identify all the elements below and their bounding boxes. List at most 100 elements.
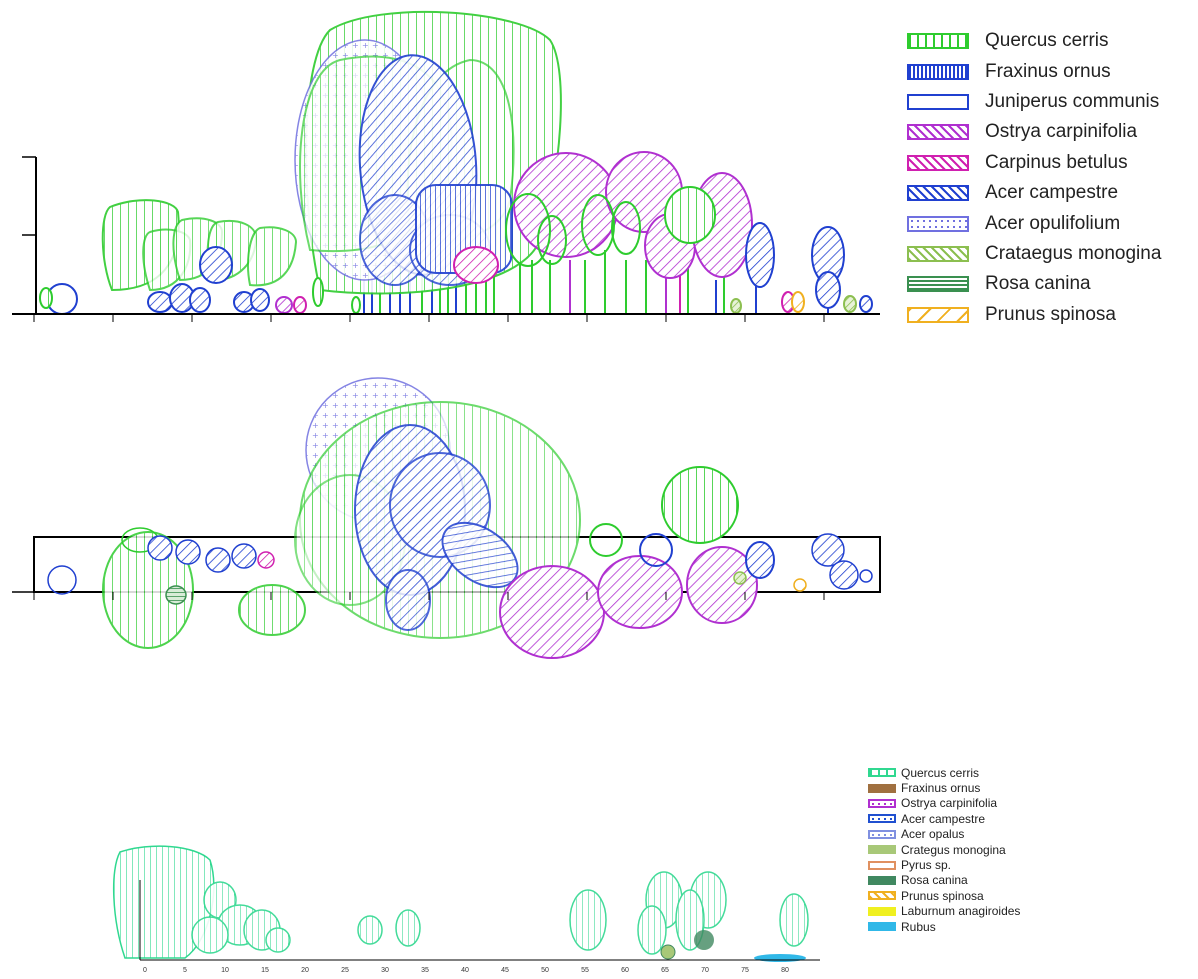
elevation-profile bbox=[12, 10, 880, 322]
legend-label: Carpinus betulus bbox=[985, 151, 1128, 173]
legend-swatch bbox=[868, 783, 896, 793]
x-tick-label: 80 bbox=[781, 967, 789, 974]
plan-view bbox=[12, 377, 881, 659]
legend-item: Rosa canina bbox=[868, 873, 1020, 888]
legend-label: Ostrya carpinifolia bbox=[985, 121, 1138, 143]
legend-item: Rosa canina bbox=[907, 269, 1161, 299]
legend-label: Quercus cerris bbox=[985, 30, 1109, 52]
legend-swatch bbox=[907, 215, 969, 232]
x-axis-ticks bbox=[33, 314, 825, 322]
legend-item: Carpinus betulus bbox=[907, 148, 1161, 178]
legend-label: Prunus spinosa bbox=[901, 888, 984, 903]
x-tick-label: 25 bbox=[341, 967, 349, 974]
legend-item: Quercus cerris bbox=[907, 26, 1161, 56]
legend-swatch bbox=[907, 124, 969, 141]
legend-swatch bbox=[907, 63, 969, 80]
x-tick-label: 0 bbox=[143, 967, 147, 974]
legend-swatch bbox=[907, 93, 969, 110]
legend-swatch bbox=[868, 860, 896, 870]
legend-swatch bbox=[868, 922, 896, 932]
legend-label: Crategus monogina bbox=[901, 842, 1006, 857]
crown-carpinus-betulus bbox=[453, 246, 499, 284]
legend-swatch bbox=[868, 829, 896, 839]
legend-item: Prunus spinosa bbox=[907, 300, 1161, 330]
crown-quercus-cerris bbox=[661, 466, 739, 544]
legend-swatch bbox=[868, 891, 896, 901]
legend-swatch bbox=[907, 245, 969, 262]
legend-item: Juniperus communis bbox=[907, 87, 1161, 117]
legend-label: Ostrya carpinifolia bbox=[901, 796, 998, 811]
crown-ostrya-carpinifolia bbox=[686, 546, 758, 624]
legend-swatch bbox=[868, 875, 896, 885]
x-tick-label: 60 bbox=[621, 967, 629, 974]
legend-label: Rubus bbox=[901, 919, 936, 934]
crown-acer-campestre bbox=[745, 222, 775, 288]
legend-item: Acer opalus bbox=[868, 827, 1020, 842]
legend-item: Quercus cerris bbox=[868, 765, 1020, 780]
legend-label: Crataegus monogina bbox=[985, 242, 1162, 264]
legend-swatch bbox=[868, 814, 896, 824]
legend-label: Rosa canina bbox=[985, 273, 1091, 295]
legend-item: Fraxinus ornus bbox=[907, 56, 1161, 86]
legend-item: Ostrya carpinifolia bbox=[868, 796, 1020, 811]
bottom-profile bbox=[112, 845, 820, 962]
crown-ostrya-carpinifolia bbox=[499, 565, 605, 659]
legend-swatch bbox=[907, 185, 969, 202]
legend-label: Acer campestre bbox=[901, 811, 986, 826]
legend-swatch bbox=[907, 306, 969, 323]
legend-label: Rosa canina bbox=[901, 873, 968, 888]
legend-swatch bbox=[868, 768, 896, 778]
legend-item: Laburnum anagiroides bbox=[868, 904, 1020, 919]
legend-item: Acer campestre bbox=[868, 811, 1020, 826]
legend-item: Prunus spinosa bbox=[868, 888, 1020, 903]
legend-item: Ostrya carpinifolia bbox=[907, 117, 1161, 147]
legend-label: Prunus spinosa bbox=[985, 303, 1116, 325]
x-tick-label: 75 bbox=[741, 967, 749, 974]
legend-item: Fraxinus ornus bbox=[868, 780, 1020, 795]
x-tick-label: 50 bbox=[541, 967, 549, 974]
crown-ostrya-carpinifolia bbox=[597, 555, 683, 629]
x-tick-label: 10 bbox=[221, 967, 229, 974]
legend-label: Fraxinus ornus bbox=[901, 781, 981, 796]
x-tick-label: 45 bbox=[501, 967, 509, 974]
legend-swatch bbox=[907, 154, 969, 171]
x-tick-label: 15 bbox=[261, 967, 269, 974]
crown-acer-campestre bbox=[815, 271, 841, 309]
legend-bottom: Quercus cerris Fraxinus ornus Ostrya carpi… bbox=[868, 765, 1020, 934]
crown-acer-campestre bbox=[199, 246, 233, 284]
legend-swatch bbox=[907, 33, 969, 50]
x-tick-label: 30 bbox=[381, 967, 389, 974]
x-tick-label: 40 bbox=[461, 967, 469, 974]
legend-swatch bbox=[868, 906, 896, 916]
legend-label: Acer campestre bbox=[985, 182, 1119, 204]
legend-label: Quercus cerris bbox=[901, 765, 980, 780]
legend-swatch bbox=[868, 798, 896, 808]
legend-label: Pyrus sp. bbox=[901, 858, 952, 873]
plan-shrub-layer bbox=[47, 527, 873, 605]
legend-top: Quercus cerris Fraxinus ornus Juniperus co… bbox=[907, 26, 1161, 330]
crown-quercus-cerris bbox=[102, 531, 194, 649]
legend-label: Juniperus communis bbox=[985, 90, 1160, 112]
legend-item: Acer opulifolium bbox=[907, 208, 1161, 238]
crown-group-quercus bbox=[505, 186, 716, 267]
crown-quercus-cerris bbox=[238, 584, 306, 636]
legend-item: Crategus monogina bbox=[868, 842, 1020, 857]
legend-item: Crataegus monogina bbox=[907, 239, 1161, 269]
shrub-layer bbox=[39, 277, 873, 314]
legend-label: Fraxinus ornus bbox=[985, 60, 1111, 82]
legend-swatch bbox=[868, 845, 896, 855]
x-tick-label: 65 bbox=[661, 967, 669, 974]
legend-item: Rubus bbox=[868, 919, 1020, 934]
legend-label: Acer opulifolium bbox=[985, 212, 1121, 234]
x-tick-label: 20 bbox=[301, 967, 309, 974]
legend-label: Acer opalus bbox=[901, 827, 965, 842]
crown-acer-campestre bbox=[385, 569, 431, 631]
legend-item: Acer campestre bbox=[907, 178, 1161, 208]
x-tick-label: 55 bbox=[581, 967, 589, 974]
crown-quercus-cerris bbox=[247, 226, 298, 287]
legend-item: Pyrus sp. bbox=[868, 857, 1020, 872]
legend-label: Laburnum anagiroides bbox=[901, 904, 1021, 919]
x-tick-label: 70 bbox=[701, 967, 709, 974]
legend-swatch bbox=[907, 276, 969, 293]
